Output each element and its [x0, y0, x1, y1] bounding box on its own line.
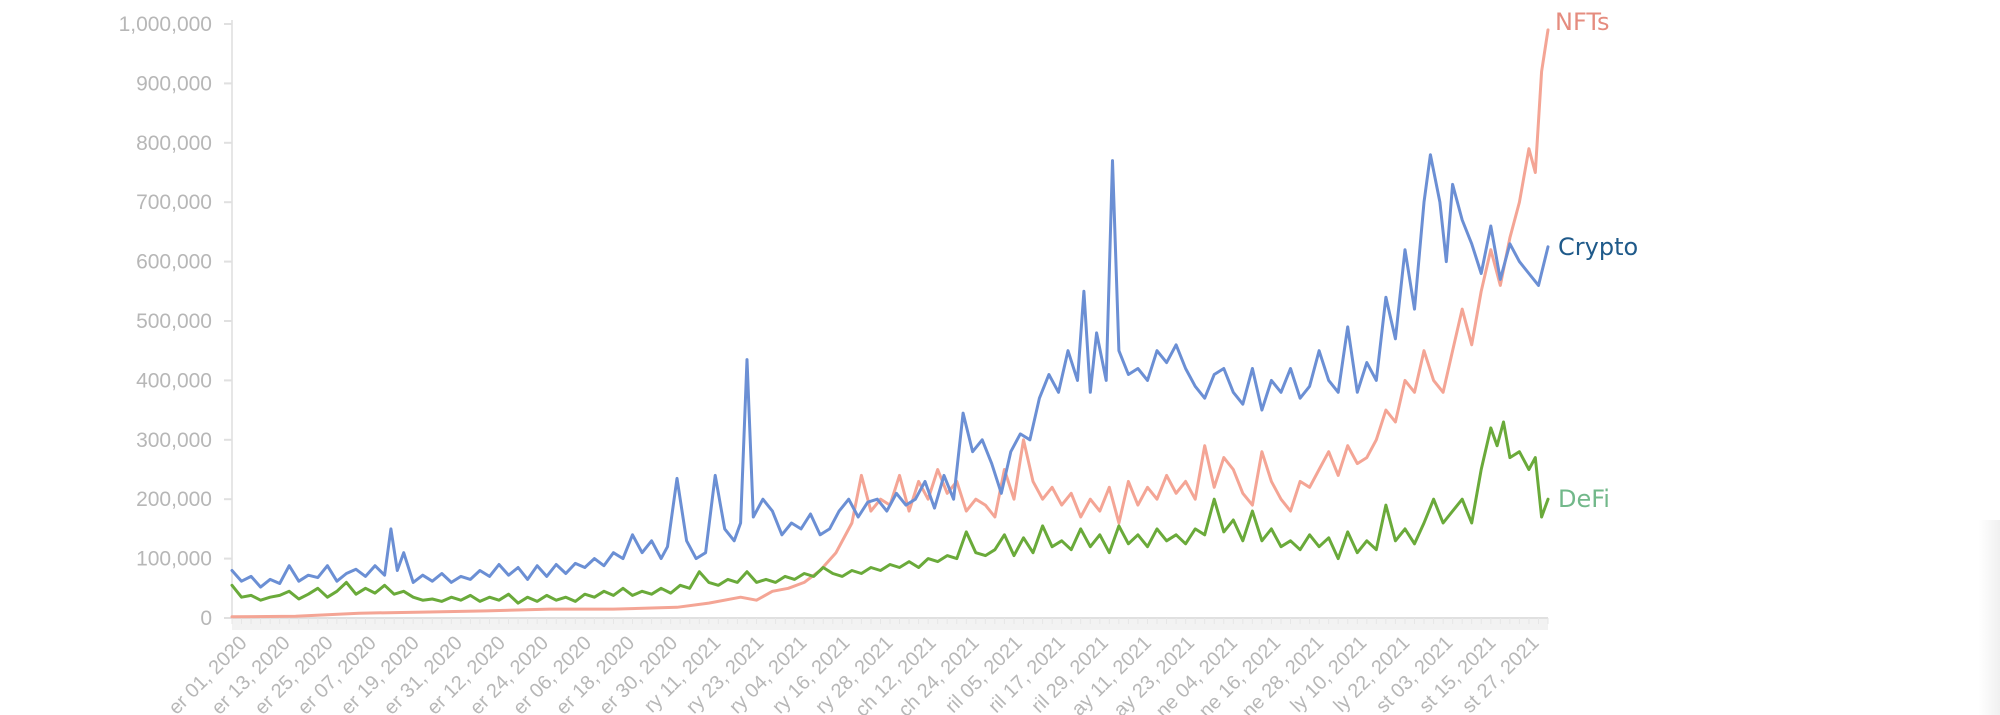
- y-tick-label: 500,000: [136, 310, 212, 333]
- y-tick-label: 400,000: [136, 369, 212, 392]
- y-axis: 0 100,000 200,000 300,000 400,000 500,000 600,…: [119, 13, 232, 630]
- y-tick-label: 700,000: [136, 191, 212, 214]
- series-labels: NFTs DeFi Crypto: [1555, 8, 1638, 513]
- y-tick-label: 0: [200, 607, 212, 630]
- series-label-crypto: Crypto: [1558, 233, 1638, 261]
- edge-shadow: [1978, 520, 2000, 715]
- series-label-nfts: NFTs: [1555, 8, 1610, 36]
- series-lines: [230, 28, 1550, 619]
- series-line-crypto: [230, 153, 1550, 589]
- series-label-defi: DeFi: [1558, 485, 1610, 513]
- y-tick-label: 300,000: [136, 429, 212, 452]
- y-tick-label: 200,000: [136, 488, 212, 511]
- y-tick-label: 100,000: [136, 548, 212, 571]
- y-tick-label: 800,000: [136, 132, 212, 155]
- y-tick-label: 600,000: [136, 251, 212, 274]
- y-tick-label: 900,000: [136, 72, 212, 95]
- series-line-nfts: [230, 28, 1550, 619]
- y-tick-label: 1,000,000: [119, 13, 212, 36]
- series-line-defi: [230, 420, 1550, 605]
